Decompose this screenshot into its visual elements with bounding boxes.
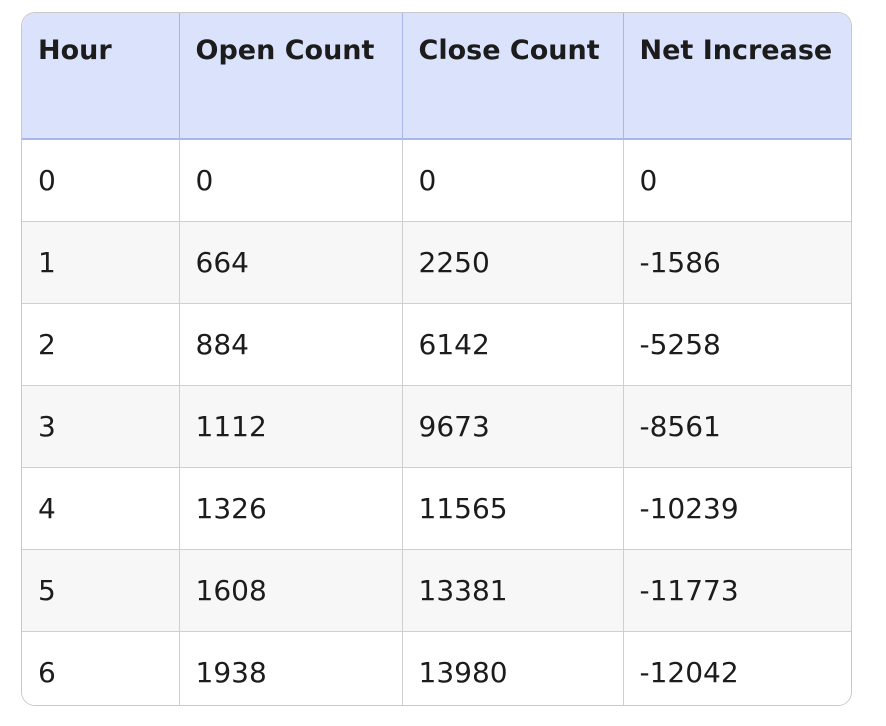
cell-net-increase: -5258 bbox=[623, 303, 851, 386]
cell-hour: 5 bbox=[22, 549, 180, 632]
header-hour: Hour bbox=[22, 13, 180, 140]
cell-hour: 6 bbox=[22, 631, 180, 705]
cell-hour: 3 bbox=[22, 385, 180, 468]
cell-close-count: 13381 bbox=[402, 549, 624, 632]
table-row: 6 1938 13980 -12042 bbox=[22, 631, 851, 705]
cell-open-count: 1112 bbox=[179, 385, 403, 468]
table-header-row: Hour Open Count Close Count Net Increase bbox=[22, 13, 851, 140]
header-net-increase: Net Increase bbox=[623, 13, 851, 140]
cell-open-count: 884 bbox=[179, 303, 403, 386]
cell-open-count: 1326 bbox=[179, 467, 403, 550]
table-row: 3 1112 9673 -8561 bbox=[22, 385, 851, 468]
data-table: Hour Open Count Close Count Net Increase… bbox=[22, 13, 851, 705]
table-row: 0 0 0 0 bbox=[22, 139, 851, 222]
cell-close-count: 11565 bbox=[402, 467, 624, 550]
cell-net-increase: -11773 bbox=[623, 549, 851, 632]
cell-close-count: 6142 bbox=[402, 303, 624, 386]
cell-net-increase: -10239 bbox=[623, 467, 851, 550]
cell-close-count: 2250 bbox=[402, 221, 624, 304]
cell-net-increase: -8561 bbox=[623, 385, 851, 468]
cell-close-count: 9673 bbox=[402, 385, 624, 468]
cell-net-increase: 0 bbox=[623, 139, 851, 222]
data-table-container: Hour Open Count Close Count Net Increase… bbox=[21, 12, 852, 706]
cell-hour: 4 bbox=[22, 467, 180, 550]
cell-hour: 0 bbox=[22, 139, 180, 222]
cell-net-increase: -1586 bbox=[623, 221, 851, 304]
cell-open-count: 664 bbox=[179, 221, 403, 304]
cell-hour: 1 bbox=[22, 221, 180, 304]
table-row: 5 1608 13381 -11773 bbox=[22, 549, 851, 632]
header-open-count: Open Count bbox=[179, 13, 403, 140]
cell-open-count: 0 bbox=[179, 139, 403, 222]
cell-open-count: 1938 bbox=[179, 631, 403, 705]
cell-open-count: 1608 bbox=[179, 549, 403, 632]
cell-net-increase: -12042 bbox=[623, 631, 851, 705]
cell-close-count: 13980 bbox=[402, 631, 624, 705]
table-row: 2 884 6142 -5258 bbox=[22, 303, 851, 386]
table-row: 4 1326 11565 -10239 bbox=[22, 467, 851, 550]
cell-close-count: 0 bbox=[402, 139, 624, 222]
table-row: 1 664 2250 -1586 bbox=[22, 221, 851, 304]
cell-hour: 2 bbox=[22, 303, 180, 386]
header-close-count: Close Count bbox=[402, 13, 624, 140]
